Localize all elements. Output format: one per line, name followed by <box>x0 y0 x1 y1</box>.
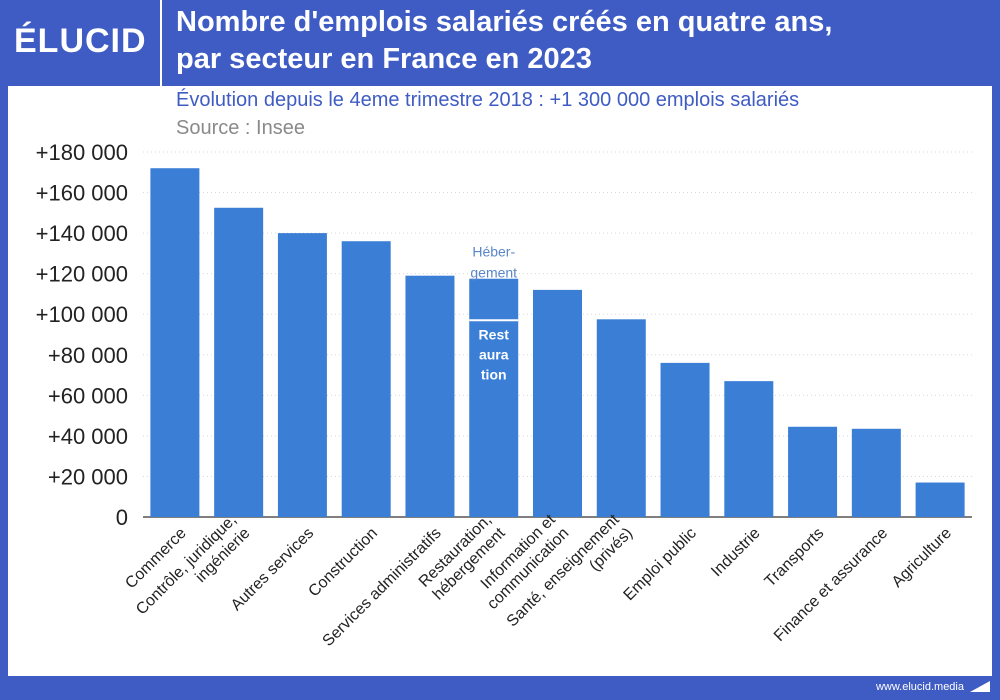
segment-label-hebergement: gement <box>470 265 517 281</box>
bar <box>277 233 327 517</box>
y-tick-label: +180 000 <box>36 140 128 165</box>
header-band: ÉLUCID Nombre d'emplois salariés créés e… <box>0 0 1000 86</box>
footer-url: www.elucid.media <box>875 681 964 693</box>
chart-title-line-2: par secteur en France en 2023 <box>176 43 592 75</box>
bar <box>533 289 582 517</box>
y-tick-label: +60 000 <box>48 383 128 408</box>
x-tick-label: Industrie <box>708 525 763 580</box>
bar <box>469 278 519 517</box>
segment-label-hebergement: Héber- <box>472 244 515 260</box>
x-tick-label-line: Transports <box>762 525 828 591</box>
bar <box>724 381 774 517</box>
x-tick-label-line: Agriculture <box>889 525 955 591</box>
bar <box>596 319 646 517</box>
y-tick-label: +40 000 <box>48 424 128 449</box>
y-tick-label: +160 000 <box>36 181 128 206</box>
chart-title-line-1: Nombre d'emplois salariés créés en quatr… <box>176 6 833 38</box>
bar <box>660 362 710 517</box>
chart-subtitle: Évolution depuis le 4eme trimestre 2018 … <box>176 89 800 111</box>
y-tick-label: +80 000 <box>48 343 128 368</box>
y-tick-label: 0 <box>116 505 128 530</box>
bar <box>405 275 455 517</box>
bar <box>915 482 965 517</box>
segment-label-restauration: Rest <box>479 326 510 342</box>
elucid-logo: ÉLUCID <box>14 22 147 60</box>
bar <box>788 426 838 517</box>
x-tick-label: Agriculture <box>889 525 955 591</box>
y-tick-label: +20 000 <box>48 464 128 489</box>
source-note: Source : Insee <box>176 117 305 139</box>
y-tick-label: +100 000 <box>36 302 128 327</box>
y-tick-label: +140 000 <box>36 221 128 246</box>
x-tick-label-line: Industrie <box>708 525 763 580</box>
bar <box>214 207 264 517</box>
flag-icon <box>970 681 990 692</box>
segment-label-restauration: aura <box>479 346 509 362</box>
x-tick-label: Finance et assurance <box>771 525 891 645</box>
x-tick-label: Transports <box>762 525 828 591</box>
y-tick-label: +120 000 <box>36 262 128 287</box>
header-divider <box>160 0 162 86</box>
bar <box>341 241 391 517</box>
bar <box>851 428 901 517</box>
x-tick-label-line: Finance et assurance <box>771 525 891 645</box>
segment-label-restauration: tion <box>481 366 507 382</box>
chart-title: Nombre d'emplois salariés créés en quatr… <box>176 4 986 78</box>
bar <box>150 168 200 517</box>
